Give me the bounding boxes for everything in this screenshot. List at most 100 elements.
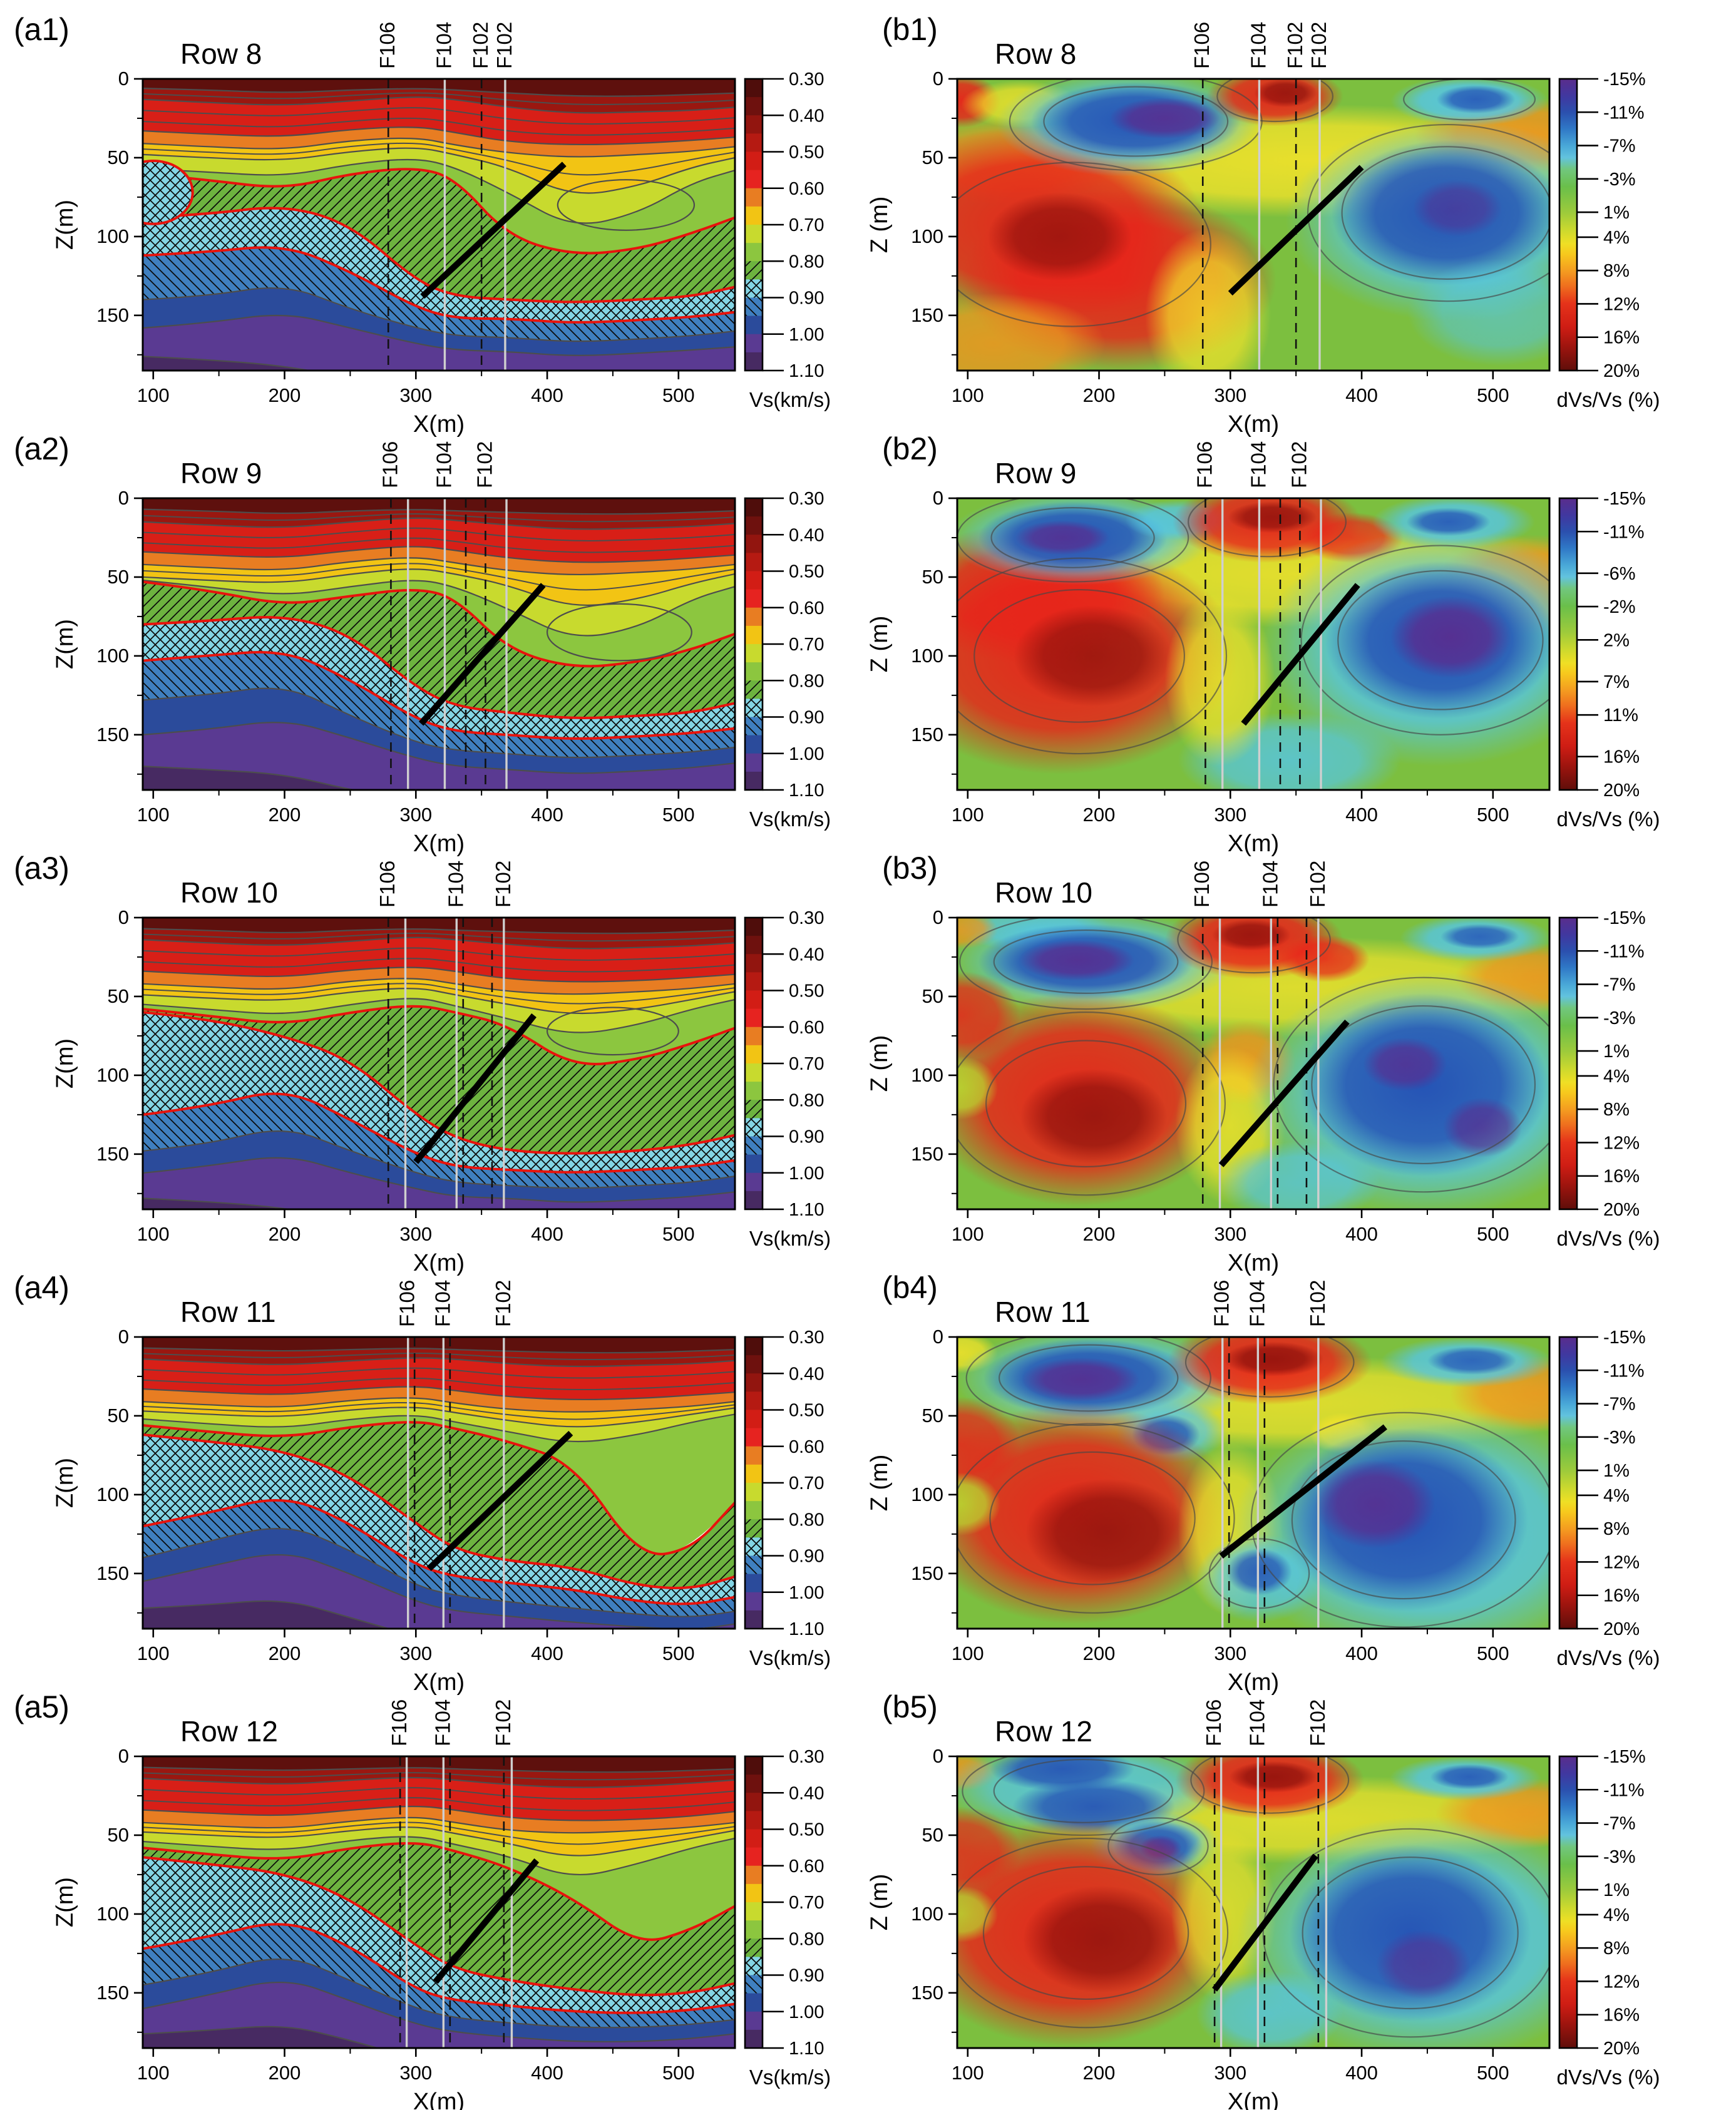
z-tick-label: 150: [96, 724, 129, 745]
z-axis-label: Z (m): [866, 616, 893, 673]
x-axis: 100 200 300 400 500 X(m): [137, 790, 695, 857]
fault-label: F106: [1190, 22, 1213, 69]
fault-label: F104: [431, 1280, 454, 1327]
z-tick-label: 100: [96, 1903, 129, 1925]
x-axis-label: X(m): [1228, 1250, 1279, 1276]
colorbar-tick-label: -7%: [1603, 136, 1636, 156]
colorbar-tick-label: 0.40: [789, 525, 824, 545]
fault-trace: [1218, 1019, 1350, 1167]
plot-frame: [141, 497, 736, 791]
x-axis: 100 200 300 400 500 X(m): [952, 1209, 1509, 1276]
z-axis: 0 50 100 150 Z (m): [866, 68, 957, 356]
colorbar-tick-label: -2%: [1603, 597, 1636, 617]
fault-label: F102: [493, 22, 516, 69]
colorbar-tick-label: 1%: [1603, 1461, 1630, 1481]
plot-title: Row 12: [995, 1715, 1092, 1748]
fault-label: F102: [473, 441, 496, 488]
panel-b1: (b1) Row 8 F106 F104 F102 F102 100 200 300 400 500…: [866, 0, 1736, 438]
colorbar-tick-label: -3%: [1603, 1847, 1636, 1867]
x-tick-label: 300: [399, 1223, 432, 1245]
colorbar-tick-label: 1.00: [789, 325, 824, 345]
fault-lines: [1212, 1756, 1328, 2048]
colorbar-tick-label: 0.60: [789, 598, 824, 618]
contour-field: [957, 1756, 1549, 2048]
z-tick-label: 0: [933, 68, 943, 90]
colorbar-tick-label: 1.00: [789, 1164, 824, 1184]
z-tick-label: 50: [108, 146, 129, 168]
x-tick-label: 400: [531, 2062, 563, 2084]
fault-lines: [1204, 498, 1360, 790]
x-tick-label: 500: [1477, 2062, 1509, 2084]
colorbar-tick-label: -11%: [1603, 1780, 1645, 1800]
colorbar-tick-label: 0.80: [789, 1510, 824, 1530]
fault-label: F106: [1210, 1280, 1233, 1327]
panel-label: (a2): [14, 431, 69, 466]
colorbar-title: Vs(km/s): [749, 2066, 831, 2089]
colorbar-tick-label: 0.30: [789, 69, 824, 90]
fault-trace: [418, 583, 546, 726]
z-tick-label: 50: [922, 1405, 943, 1426]
colorbar-title: dVs/Vs (%): [1556, 2066, 1660, 2089]
colorbar-tick-label: -7%: [1603, 1814, 1636, 1834]
x-tick-label: 400: [531, 804, 563, 826]
x-axis-label: X(m): [413, 2089, 465, 2110]
colorbar-tick-label: 0.50: [789, 1401, 824, 1421]
plot-frame: [141, 78, 736, 372]
colorbar-tick-label: 0.80: [789, 1929, 824, 1949]
colorbar-tick-label: 4%: [1603, 1486, 1630, 1506]
colorbar-tick-label: 0.90: [789, 1547, 824, 1567]
z-axis-label: Z (m): [866, 1035, 893, 1092]
z-tick-label: 50: [922, 566, 943, 588]
x-axis-label: X(m): [413, 1250, 465, 1276]
contour-field: [143, 498, 735, 790]
fault-lines: [1219, 1337, 1387, 1629]
x-tick-label: 300: [1214, 2062, 1246, 2084]
z-axis-label: Z (m): [866, 197, 893, 254]
panel-label: (b1): [882, 12, 938, 47]
colorbar-tick-label: 0.70: [789, 635, 824, 655]
colorbar-tick-label: 4%: [1603, 1067, 1630, 1087]
z-tick-label: 150: [911, 1143, 943, 1165]
z-axis-label: Z(m): [52, 200, 78, 250]
colorbar-tick-label: 16%: [1603, 747, 1640, 767]
colorbar-tick-label: 1.00: [789, 744, 824, 764]
colorbar-tick-label: 0.30: [789, 489, 824, 509]
fault-lines: [387, 918, 537, 1209]
colorbar: -15% -11% -7% -3% 1% 4% 8% 12% 16% 20% dVs/Vs (%): [1556, 1747, 1660, 2089]
z-tick-label: 100: [911, 1064, 943, 1086]
colorbar-title: Vs(km/s): [749, 807, 831, 831]
fault-lines: [407, 1337, 573, 1629]
fault-label: F106: [1202, 1699, 1225, 1746]
colorbar-tick-label: -11%: [1603, 941, 1645, 961]
colorbar-tick-label: 1.10: [789, 1200, 824, 1220]
colorbar-tick-label: 0.40: [789, 945, 824, 965]
colorbar: -15% -11% -7% -3% 1% 4% 8% 12% 16% 20% dVs/Vs (%): [1556, 1328, 1660, 1669]
z-tick-label: 0: [118, 906, 129, 928]
z-tick-label: 100: [96, 1064, 129, 1086]
contour-field: [957, 1337, 1549, 1629]
colorbar-title: dVs/Vs (%): [1556, 1646, 1660, 1669]
x-tick-label: 400: [531, 1642, 563, 1664]
fault-label: F104: [444, 861, 467, 908]
colorbar-tick-label: -7%: [1603, 1395, 1636, 1415]
colorbar-tick-label: 0.40: [789, 1783, 824, 1803]
colorbar-tick-label: 4%: [1603, 228, 1630, 248]
x-tick-label: 200: [269, 2062, 301, 2084]
colorbar-tick-label: 0.60: [789, 1437, 824, 1457]
colorbar-tick-label: 0.60: [789, 1856, 824, 1877]
panel-label: (a4): [14, 1270, 69, 1305]
colorbar: 0.30 0.40 0.50 0.60 0.70 0.80 0.90 1.00 1.10 Vs(k…: [744, 1747, 831, 2089]
fault-trace: [420, 161, 567, 299]
panel-label: (b2): [882, 431, 938, 466]
fault-label: F102: [1307, 22, 1330, 69]
colorbar-tick-label: 16%: [1603, 328, 1640, 348]
panel-a1: (a1) Row 8 F106 F104 F102 F102 100 200 300 400 500…: [0, 0, 868, 438]
colorbar-tick-label: 16%: [1603, 1586, 1640, 1606]
z-tick-label: 150: [911, 304, 943, 326]
panel-a2: (a2) Row 9 F106 F104 F102 100 200 300 400 500 X(m)…: [0, 419, 868, 857]
x-tick-label: 100: [952, 2062, 984, 2084]
